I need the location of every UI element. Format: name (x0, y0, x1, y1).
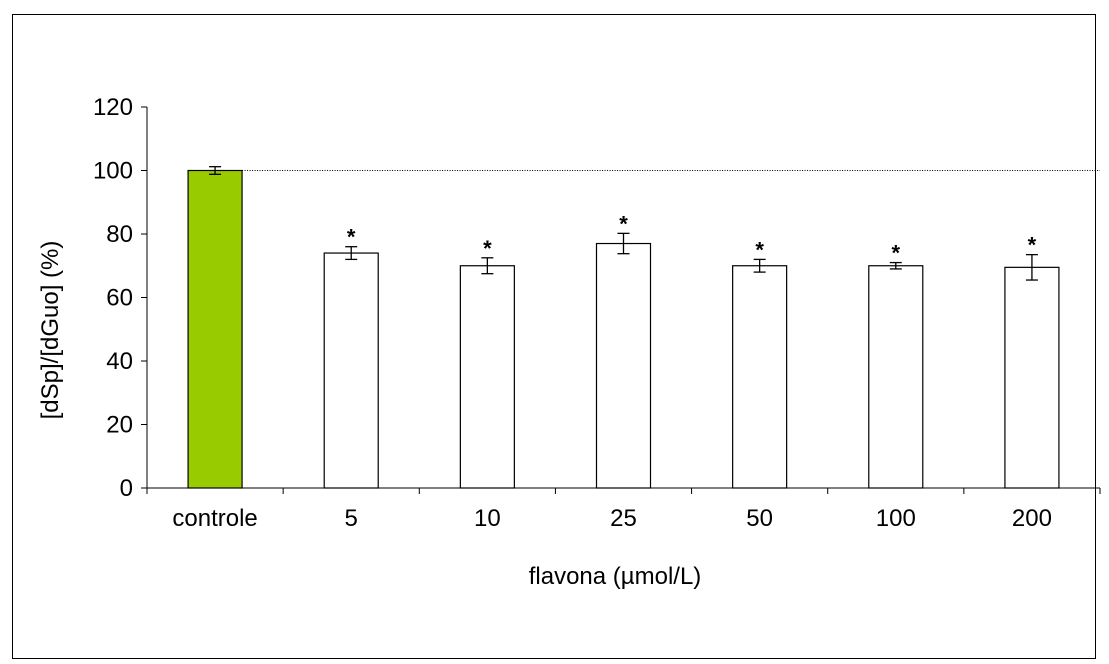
y-tick-label: 80 (106, 221, 133, 248)
x-tick-label: 5 (345, 505, 358, 532)
x-tick-label: controle (172, 505, 257, 532)
bar-200 (1004, 266, 1060, 489)
bar-50 (732, 265, 788, 489)
bar-controle (187, 169, 243, 489)
y-tick-label: 120 (93, 94, 133, 121)
x-tick-label: 200 (1012, 505, 1052, 532)
x-tick-label: 10 (474, 505, 501, 532)
x-tick-label: 100 (876, 505, 916, 532)
x-tick-label: 25 (610, 505, 637, 532)
y-axis: 0 20 40 60 80 100 120 (93, 94, 148, 502)
significance-marker: * (1028, 233, 1037, 258)
x-axis: controle 5 10 25 50 100 200 (146, 487, 1101, 532)
x-axis-label: flavona (µmol/L) (529, 563, 702, 590)
y-axis-label: [dSp]/[dGuo] (%) (37, 241, 64, 420)
bar-100 (868, 265, 924, 489)
significance-marker: * (483, 236, 492, 261)
y-tick-label: 60 (106, 285, 133, 312)
bar-10 (459, 265, 515, 489)
y-tick-label: 40 (106, 348, 133, 375)
bars: * * * * * * (187, 166, 1060, 489)
y-tick-label: 20 (106, 412, 133, 439)
significance-marker: * (892, 241, 901, 266)
bar-5 (323, 252, 379, 489)
x-tick-label: 50 (746, 505, 773, 532)
significance-marker: * (619, 211, 628, 236)
bar-25 (595, 242, 652, 489)
significance-marker: * (347, 225, 356, 250)
y-tick-label: 0 (120, 475, 133, 502)
y-tick-label: 100 (93, 158, 133, 185)
significance-marker: * (755, 237, 764, 262)
